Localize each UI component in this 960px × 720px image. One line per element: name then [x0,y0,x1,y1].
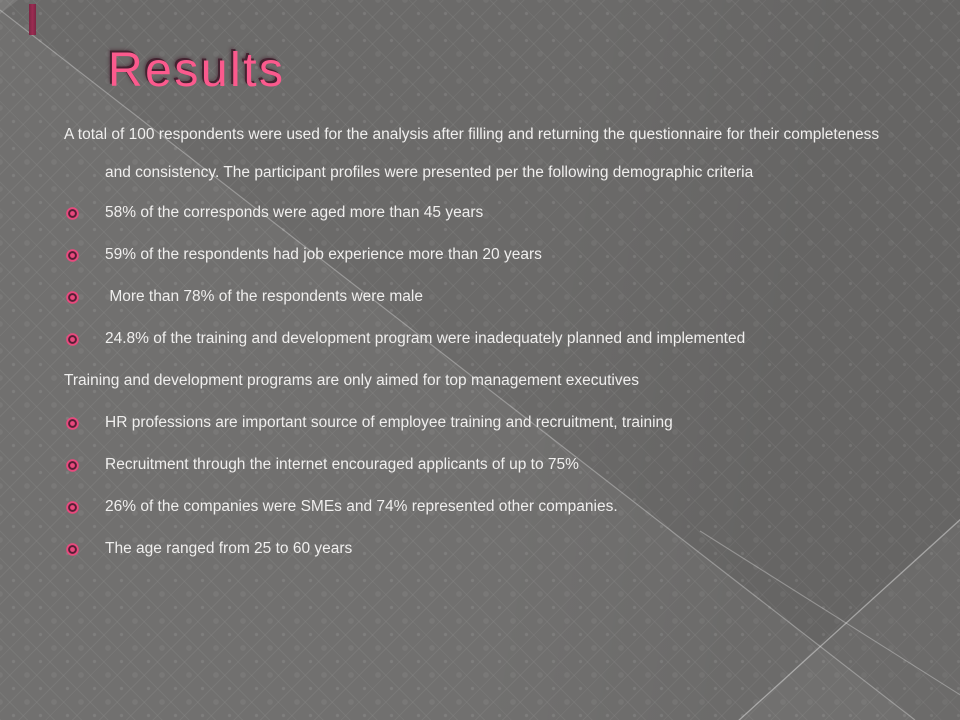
list-item: 26% of the companies were SMEs and 74% r… [0,486,960,528]
list-item-text: HR professions are important source of e… [105,414,673,431]
paragraph: and consistency. The participant profile… [0,154,960,192]
target-dot-icon [66,500,79,514]
target-dot-icon [66,290,79,304]
paragraph: A total of 100 respondents were used for… [0,116,960,154]
target-dot-icon [66,248,79,262]
list-item: More than 78% of the respondents were ma… [0,276,960,318]
slide-body: A total of 100 respondents were used for… [0,116,960,570]
target-dot-icon [66,542,79,556]
target-dot-icon [66,332,79,346]
list-item: HR professions are important source of e… [0,402,960,444]
list-item: 24.8% of the training and development pr… [0,318,960,360]
list-item-text: A total of 100 respondents were used for… [64,126,880,143]
list-item: 58% of the corresponds were aged more th… [0,192,960,234]
list-item-text: Training and development programs are on… [64,372,639,389]
list-item: Recruitment through the internet encoura… [0,444,960,486]
target-dot-icon [66,206,79,220]
list-item-text: 58% of the corresponds were aged more th… [105,204,484,221]
target-dot-icon [66,458,79,472]
paragraph: Training and development programs are on… [0,360,960,402]
target-dot-icon [66,416,79,430]
list-item-text: 26% of the companies were SMEs and 74% r… [105,498,618,515]
list-item-text: Recruitment through the internet encoura… [105,456,579,473]
list-item-text: 59% of the respondents had job experienc… [105,246,542,263]
list-item-text: and consistency. The participant profile… [105,164,754,181]
list-item: The age ranged from 25 to 60 years [0,528,960,570]
list-item-text: The age ranged from 25 to 60 years [105,540,353,557]
list-item-text: 24.8% of the training and development pr… [105,330,746,347]
list-item: 59% of the respondents had job experienc… [0,234,960,276]
accent-bar [29,4,36,35]
slide-title: Results [108,44,286,97]
list-item-text: More than 78% of the respondents were ma… [105,288,423,305]
